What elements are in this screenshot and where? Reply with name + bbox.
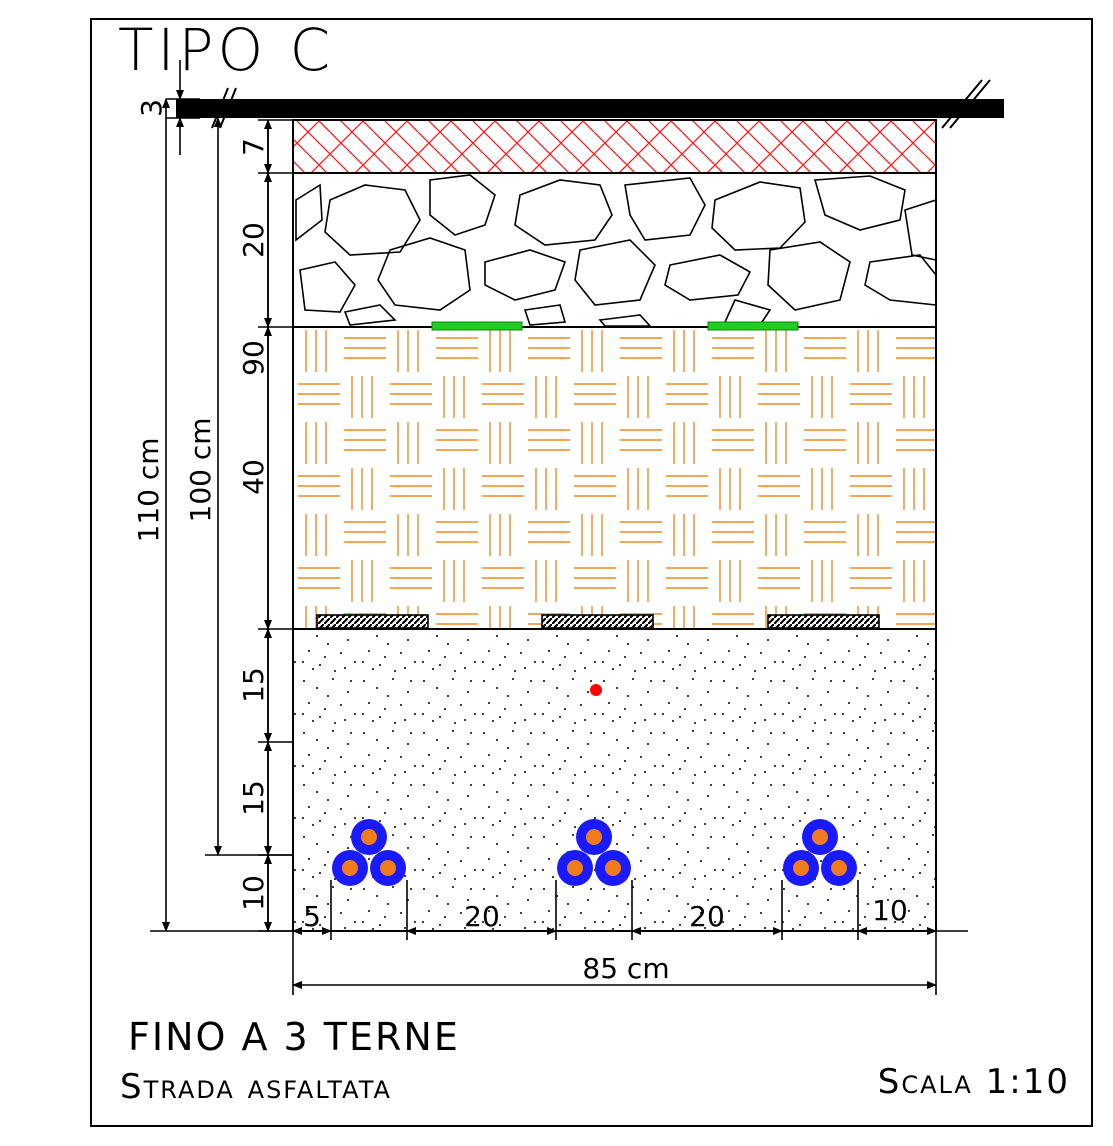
layer-stone-base [292,172,937,328]
dim-label-sand: 40 [237,459,270,495]
red-reference-dot [590,684,602,696]
cable-group-1 [332,819,406,886]
asphalt-surface [176,99,1004,118]
sheet-frame [90,18,1093,1127]
dim-label-overall-width: 85 cm [582,952,669,985]
dim-label-bottom-10: 10 [237,875,270,911]
dim-label-left-5: 5 [303,900,321,933]
layer-binder [292,119,937,174]
trench-layers [292,119,937,932]
dim-label-100: 100 cm [184,417,217,522]
footer-terne-count: FINO A 3 TERNE [128,1015,460,1059]
dim-label-asphalt: 3 [135,99,168,117]
drawing-title: TIPO C [118,16,334,84]
layer-sand-fill [292,326,937,630]
vertical-dimension-labels: 3 7 20 90 40 15 15 10 110 cm 100 cm [132,99,270,911]
asphalt-thickness-dimension [166,60,200,155]
stone-shapes [295,174,937,327]
protection-plate-1 [316,614,429,629]
dim-label-lower-15: 15 [237,780,270,816]
dim-label-right-10: 10 [872,894,908,927]
horizontal-dimension-labels: 5 20 20 10 85 cm [303,894,908,985]
horizontal-dimension-chain [292,870,968,995]
dim-label-binder: 7 [237,138,270,156]
break-line-right [941,79,991,129]
dim-label-gap-2: 20 [689,900,725,933]
protection-plate-3 [767,614,880,629]
dim-label-gap-1: 20 [464,900,500,933]
dim-label-90: 90 [237,340,270,376]
green-marker-left [431,321,523,331]
footer-road-type: Strada asfaltata [120,1067,392,1107]
footer-scale: Scala 1:10 [878,1062,1070,1102]
dim-label-110: 110 cm [132,437,165,542]
dim-label-stone-base: 20 [237,222,270,258]
cable-group-2 [557,819,631,886]
dim-label-upper-15: 15 [237,667,270,703]
green-marker-right [707,321,799,331]
protection-plate-2 [541,614,654,629]
overall-depth-dimensions [150,98,293,932]
cable-group-3 [783,819,857,886]
